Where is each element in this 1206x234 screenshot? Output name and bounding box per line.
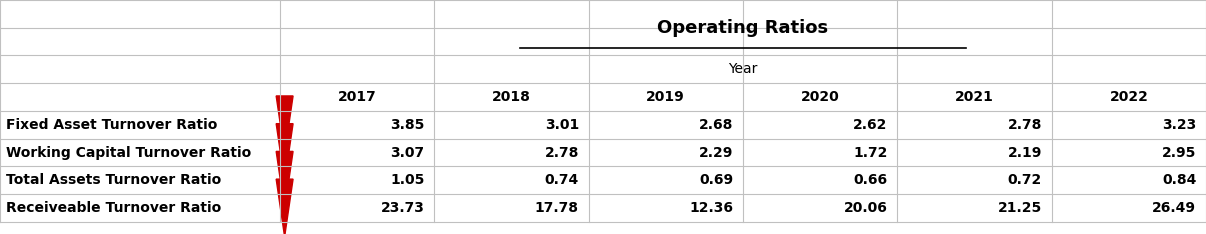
Text: Operating Ratios: Operating Ratios — [657, 19, 829, 37]
Text: 0.66: 0.66 — [854, 173, 888, 187]
Text: 2.29: 2.29 — [698, 146, 733, 160]
Text: Year: Year — [728, 62, 757, 76]
Text: 0.72: 0.72 — [1008, 173, 1042, 187]
Text: 2.62: 2.62 — [853, 118, 888, 132]
Text: 23.73: 23.73 — [381, 201, 425, 215]
Text: 2018: 2018 — [492, 90, 531, 104]
Text: Fixed Asset Turnover Ratio: Fixed Asset Turnover Ratio — [6, 118, 217, 132]
Text: 2021: 2021 — [955, 90, 994, 104]
Polygon shape — [276, 151, 293, 209]
Text: 3.07: 3.07 — [391, 146, 425, 160]
Text: 2.78: 2.78 — [544, 146, 579, 160]
Text: 20.06: 20.06 — [844, 201, 888, 215]
Text: 2022: 2022 — [1110, 90, 1148, 104]
Text: 26.49: 26.49 — [1153, 201, 1196, 215]
Text: 2.95: 2.95 — [1161, 146, 1196, 160]
Polygon shape — [276, 96, 293, 154]
Text: 2017: 2017 — [338, 90, 376, 104]
Text: 3.85: 3.85 — [390, 118, 425, 132]
Text: 2.68: 2.68 — [698, 118, 733, 132]
Text: 1.05: 1.05 — [390, 173, 425, 187]
Text: 3.01: 3.01 — [545, 118, 579, 132]
Text: 3.23: 3.23 — [1163, 118, 1196, 132]
Text: Receiveable Turnover Ratio: Receiveable Turnover Ratio — [6, 201, 221, 215]
Text: 0.84: 0.84 — [1161, 173, 1196, 187]
Text: 12.36: 12.36 — [690, 201, 733, 215]
Text: 2.19: 2.19 — [1007, 146, 1042, 160]
Text: 1.72: 1.72 — [853, 146, 888, 160]
Text: 2019: 2019 — [646, 90, 685, 104]
Text: 2.78: 2.78 — [1007, 118, 1042, 132]
Text: 17.78: 17.78 — [535, 201, 579, 215]
Polygon shape — [276, 179, 293, 234]
Text: 0.69: 0.69 — [699, 173, 733, 187]
Text: Working Capital Turnover Ratio: Working Capital Turnover Ratio — [6, 146, 251, 160]
Text: 0.74: 0.74 — [545, 173, 579, 187]
Text: Total Assets Turnover Ratio: Total Assets Turnover Ratio — [6, 173, 221, 187]
Polygon shape — [276, 124, 293, 181]
Text: 21.25: 21.25 — [997, 201, 1042, 215]
Text: 2020: 2020 — [801, 90, 839, 104]
